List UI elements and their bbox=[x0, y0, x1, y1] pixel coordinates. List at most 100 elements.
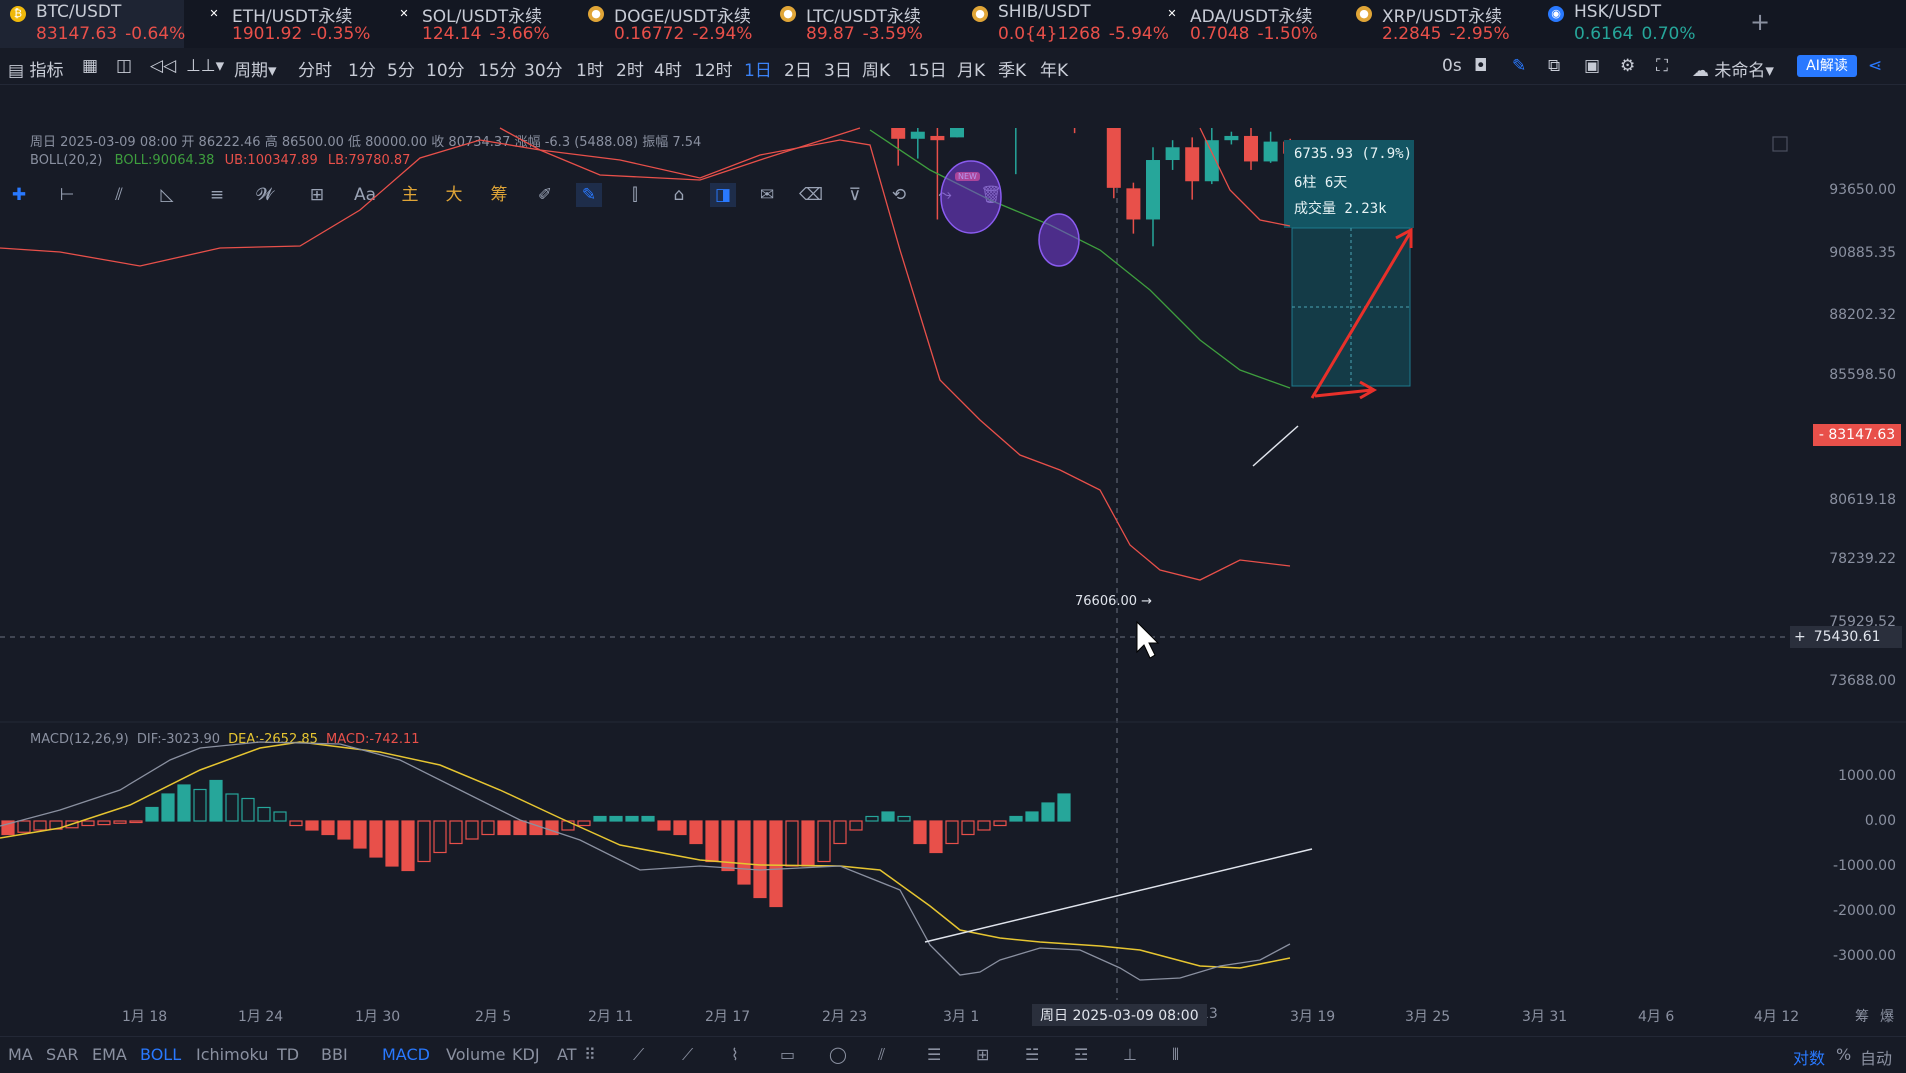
bottom-draw-tool-icon[interactable]: ⊞ bbox=[976, 1045, 990, 1064]
price-tick: 93650.00 bbox=[1829, 182, 1896, 198]
bottom-draw-tool-icon[interactable]: ☲ bbox=[1074, 1045, 1089, 1064]
indicator-kdj[interactable]: KDJ bbox=[512, 1045, 540, 1064]
bottom-draw-tool-icon[interactable]: ▭ bbox=[780, 1045, 796, 1064]
period-dropdown[interactable]: 周期▾ bbox=[234, 61, 277, 81]
interval-6[interactable]: 1时 bbox=[576, 61, 604, 81]
indicator-at[interactable]: AT bbox=[557, 1045, 577, 1064]
measure-box[interactable]: 6735.93 (7.9%) 6柱 6天 成交量 2.23k bbox=[1284, 140, 1414, 228]
interval-5[interactable]: 30分 bbox=[524, 61, 563, 81]
macd-bar bbox=[289, 820, 303, 827]
macd-bar bbox=[81, 820, 95, 827]
coin-icon: ● bbox=[588, 6, 604, 22]
interval-3[interactable]: 10分 bbox=[426, 61, 465, 81]
macd-bar bbox=[257, 806, 271, 822]
bottom-draw-tool-icon[interactable]: ⌇ bbox=[731, 1045, 739, 1064]
bottom-draw-tool-icon[interactable]: ☰ bbox=[927, 1045, 942, 1064]
ticker-tab[interactable]: ✕ SOL/USDT永续 124.14 -3.66% bbox=[386, 0, 576, 48]
macd-bar bbox=[49, 820, 63, 830]
bottom-draw-tool-icon[interactable]: ☱ bbox=[1025, 1045, 1040, 1064]
percent-scale-toggle[interactable]: % bbox=[1836, 1045, 1852, 1064]
macd-bar bbox=[65, 820, 79, 829]
layout-name-dropdown[interactable]: ☁ 未命名▾ bbox=[1692, 61, 1774, 81]
chart-type-icon[interactable]: ⊥⊥▾ bbox=[186, 56, 225, 76]
bottom-draw-tool-icon[interactable]: ⠿ bbox=[584, 1045, 596, 1064]
ticker-tab[interactable]: ● XRP/USDT永续 2.2845 -2.95% bbox=[1346, 0, 1536, 48]
ticker-tab[interactable]: ✕ ETH/USDT永续 1901.92 -0.35% bbox=[196, 0, 386, 48]
share-icon[interactable]: ⋖ bbox=[1868, 56, 1883, 76]
macd-bar bbox=[273, 811, 287, 822]
ticker-name: ADA/USDT永续 bbox=[1190, 7, 1313, 27]
interval-4[interactable]: 15分 bbox=[478, 61, 517, 81]
calendar-icon[interactable]: ▦ bbox=[82, 56, 99, 76]
interval-12[interactable]: 3日 bbox=[824, 61, 852, 81]
indicator-bar: 对数 % 自动 MA SAR EMA BOLL Ichimoku TD BBI MACD Vol… bbox=[0, 1036, 1906, 1073]
indicator-button[interactable]: ▤ 指标 bbox=[8, 61, 64, 81]
indicator-ma[interactable]: MA bbox=[8, 1045, 33, 1064]
interval-10[interactable]: 1日 bbox=[738, 51, 778, 81]
settings-gear-icon[interactable]: ⚙ bbox=[1620, 56, 1636, 76]
ticker-tab[interactable]: ◉ HSK/USDT 0.6164 0.70% bbox=[1538, 0, 1728, 48]
macd-bar bbox=[1, 820, 15, 836]
interval-8[interactable]: 4时 bbox=[654, 61, 682, 81]
indicator-boll[interactable]: BOLL bbox=[140, 1045, 182, 1064]
ticker-tab[interactable]: ● SHIB/USDT 0.0{4}1268 -5.94% bbox=[962, 0, 1169, 48]
interval-13[interactable]: 周K bbox=[862, 61, 891, 81]
ticker-tab[interactable]: ₿ BTC/USDT 83147.63 -0.64% bbox=[0, 0, 185, 48]
bottom-draw-tool-icon[interactable]: ⫽ bbox=[878, 1045, 886, 1064]
replay-icon[interactable]: ◁◁ bbox=[150, 56, 177, 76]
interval-17[interactable]: 年K bbox=[1040, 61, 1069, 81]
bottom-draw-tool-icon[interactable]: ⊥ bbox=[1123, 1045, 1137, 1064]
ai-interpret-button[interactable]: AI解读 bbox=[1797, 55, 1857, 77]
fullscreen-icon[interactable]: ⛶ bbox=[1656, 56, 1668, 76]
interval-9[interactable]: 12时 bbox=[694, 61, 733, 81]
ticker-tab[interactable]: ● DOGE/USDT永续 0.16772 -2.94% bbox=[578, 0, 768, 48]
candle-body bbox=[930, 135, 945, 141]
pencil-icon[interactable]: ✎ bbox=[1512, 56, 1527, 76]
bottom-draw-tool-icon[interactable]: ⟋ bbox=[682, 1045, 694, 1064]
camera-icon[interactable]: ◘ bbox=[1474, 56, 1488, 76]
indicator-ichimoku[interactable]: Ichimoku bbox=[196, 1045, 269, 1064]
ticker-price: 2.2845 bbox=[1382, 24, 1442, 44]
bottom-draw-tool-icon[interactable]: ⦀ bbox=[1172, 1045, 1180, 1064]
bottom-draw-tool-icon[interactable]: ⟋ bbox=[633, 1045, 645, 1064]
interval-15[interactable]: 月K bbox=[957, 61, 986, 81]
ticker-tab[interactable]: ● LTC/USDT永续 89.87 -3.59% bbox=[770, 0, 960, 48]
macd-bar bbox=[625, 815, 639, 822]
interval-0[interactable]: 分时 bbox=[298, 61, 332, 81]
interval-16[interactable]: 季K bbox=[998, 61, 1027, 81]
candle-body bbox=[1224, 135, 1239, 141]
macd-bar bbox=[209, 779, 223, 822]
candle-body bbox=[1204, 140, 1219, 182]
axis-corner-liquidation[interactable]: 爆 bbox=[1880, 1009, 1894, 1025]
interval-1[interactable]: 1分 bbox=[348, 61, 376, 81]
axis-corner-chips[interactable]: 筹 bbox=[1855, 1009, 1869, 1025]
macd-bar bbox=[145, 806, 159, 822]
macd-bar bbox=[833, 820, 847, 845]
indicator-sar[interactable]: SAR bbox=[46, 1045, 79, 1064]
candle-body bbox=[1146, 160, 1160, 220]
interval-11[interactable]: 2日 bbox=[784, 61, 812, 81]
indicator-bbi[interactable]: BBI bbox=[321, 1045, 348, 1064]
macd-bar bbox=[609, 815, 623, 822]
indicator-volume[interactable]: Volume bbox=[446, 1045, 506, 1064]
indicator-td[interactable]: TD bbox=[277, 1045, 300, 1064]
current-price-value: 83147.63 bbox=[1828, 427, 1896, 443]
interval-14[interactable]: 15日 bbox=[908, 61, 947, 81]
auto-scale-toggle[interactable]: 自动 bbox=[1860, 1049, 1893, 1068]
indicator-macd[interactable]: MACD bbox=[382, 1045, 430, 1064]
bottom-draw-tool-icon[interactable]: ◯ bbox=[829, 1045, 847, 1064]
indicator-ema[interactable]: EMA bbox=[92, 1045, 127, 1064]
interval-2[interactable]: 5分 bbox=[387, 61, 415, 81]
macd-bar bbox=[849, 820, 863, 831]
layout-icon[interactable]: ◫ bbox=[116, 56, 133, 76]
add-tab-icon[interactable]: + bbox=[1750, 8, 1771, 36]
macd-bar bbox=[97, 820, 111, 826]
candlestick-chart[interactable] bbox=[0, 128, 1906, 1018]
ticker-tab[interactable]: ✕ ADA/USDT永续 0.7048 -1.50% bbox=[1154, 0, 1344, 48]
popout-icon[interactable]: ⧉ bbox=[1548, 56, 1561, 76]
macd-bar bbox=[449, 820, 463, 845]
measure-volume: 成交量 2.23k bbox=[1294, 201, 1387, 217]
log-scale-toggle[interactable]: 对数 bbox=[1793, 1049, 1826, 1068]
interval-7[interactable]: 2时 bbox=[616, 61, 644, 81]
screen-icon[interactable]: ▣ bbox=[1584, 56, 1601, 76]
